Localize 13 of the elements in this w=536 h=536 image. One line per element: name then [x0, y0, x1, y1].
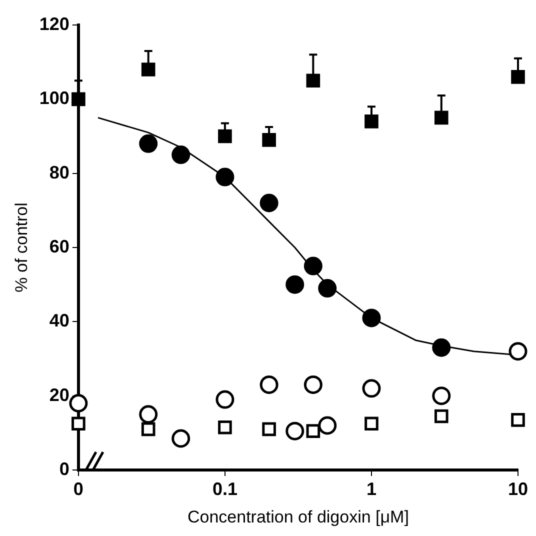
x-axis-title: Concentration of digoxin [μM]: [187, 507, 409, 526]
y-tick-label: 20: [49, 384, 70, 405]
y-tick-label: 0: [59, 458, 70, 479]
y-tick-label: 80: [49, 162, 70, 182]
x-tick-label: 1: [366, 478, 376, 499]
y-tick-label: 40: [49, 310, 70, 331]
x-tick-label: 0.1: [212, 478, 238, 499]
y-tick-label: 60: [49, 236, 70, 256]
x-tick-label: 0: [73, 478, 84, 499]
x-tick-label: 10: [508, 478, 528, 499]
y-axis-title: % of control: [12, 202, 31, 292]
y-tick-label: 120: [39, 14, 70, 34]
y-tick-label: 100: [39, 88, 70, 108]
